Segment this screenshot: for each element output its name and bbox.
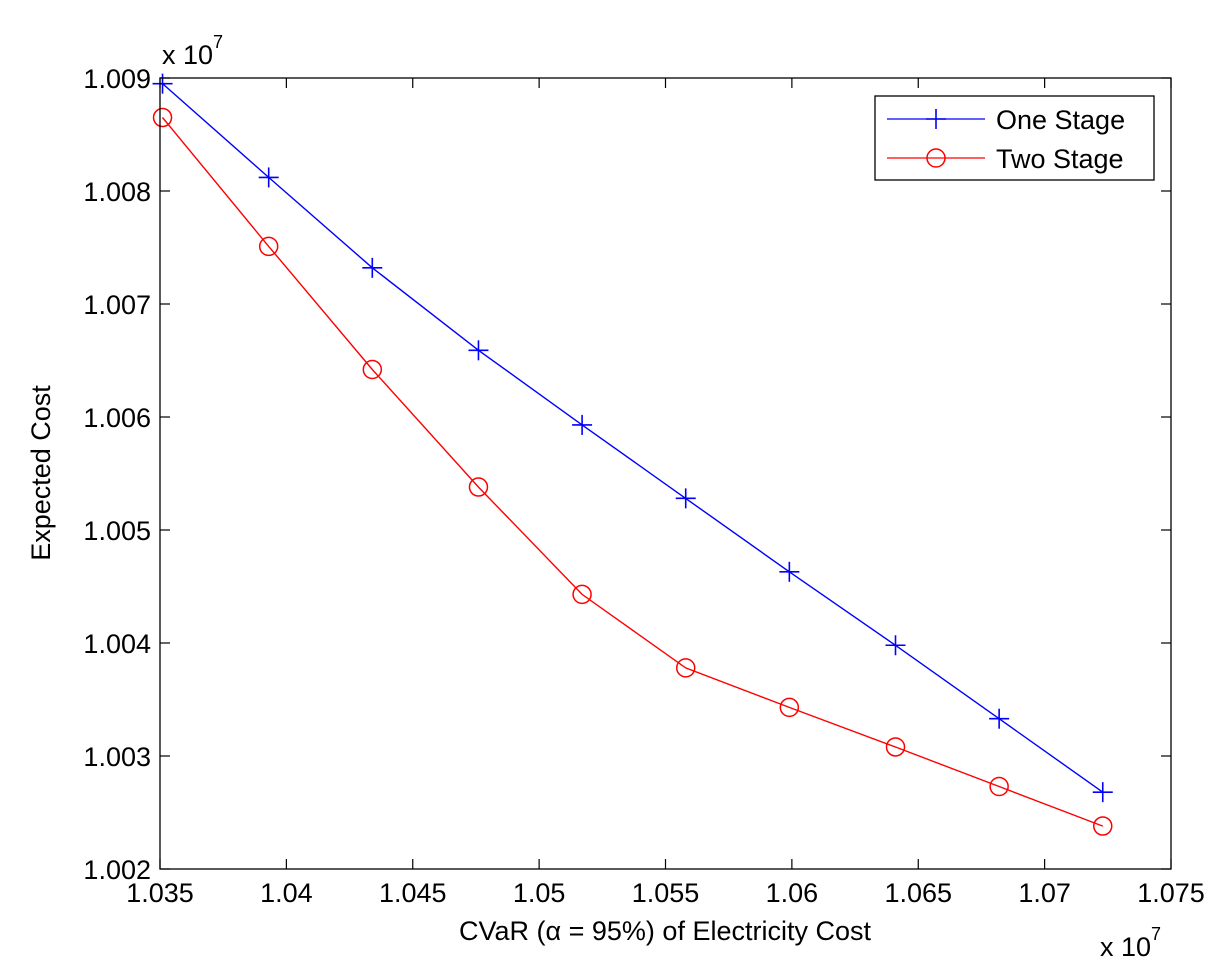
data-point-one-stage bbox=[779, 561, 800, 582]
x-tick-label: 1.07 bbox=[1018, 878, 1071, 908]
y-tick-label: 1.005 bbox=[83, 516, 151, 546]
data-point-two-stage bbox=[779, 697, 800, 718]
plot-area bbox=[160, 78, 1171, 869]
x-tick-label: 1.06 bbox=[766, 878, 819, 908]
legend-box bbox=[874, 95, 1155, 181]
x-tick-label: 1.045 bbox=[379, 878, 447, 908]
x-tick-label: 1.055 bbox=[632, 878, 700, 908]
y-multiplier: x 107 bbox=[162, 32, 223, 70]
data-point-two-stage bbox=[152, 107, 173, 128]
x-tick-label: 1.035 bbox=[126, 878, 194, 908]
data-point-one-stage bbox=[362, 257, 383, 278]
y-tick-label: 1.003 bbox=[83, 742, 151, 772]
y-tick-label: 1.009 bbox=[83, 64, 151, 94]
data-point-two-stage bbox=[885, 737, 906, 757]
data-point-two-stage bbox=[989, 776, 1009, 797]
data-point-two-stage bbox=[675, 658, 696, 678]
data-point-one-stage bbox=[1092, 782, 1113, 803]
data-point-one-stage bbox=[258, 167, 279, 188]
ticks-layer: 1.035 1.04 1.045 1.05 1.055 1.06 1.065 1.07 1.07… bbox=[83, 64, 1204, 908]
x-tick-label: 1.075 bbox=[1137, 878, 1205, 908]
data-point-two-stage bbox=[468, 477, 489, 497]
legend: One Stage Two Stage bbox=[874, 95, 1155, 181]
series-layer bbox=[152, 73, 1113, 836]
series-line-one-stage bbox=[162, 83, 1104, 793]
y-tick-label: 1.006 bbox=[83, 403, 151, 433]
data-point-two-stage bbox=[572, 584, 592, 605]
data-point-one-stage bbox=[989, 708, 1010, 729]
y-tick-label: 1.002 bbox=[83, 855, 151, 885]
y-tick-label: 1.007 bbox=[83, 290, 151, 320]
x-multiplier: x 107 bbox=[1100, 924, 1161, 962]
x-tick-label: 1.05 bbox=[513, 878, 566, 908]
x-tick-label: 1.04 bbox=[260, 878, 313, 908]
y-axis-label: Expected Cost bbox=[26, 385, 56, 561]
legend-label-one-stage: One Stage bbox=[996, 105, 1125, 135]
data-point-one-stage bbox=[152, 73, 173, 94]
data-point-one-stage bbox=[675, 488, 696, 509]
data-point-two-stage bbox=[362, 359, 383, 380]
data-point-one-stage bbox=[468, 340, 489, 361]
series-line-two-stage bbox=[161, 117, 1104, 827]
legend-label-two-stage: Two Stage bbox=[996, 144, 1124, 174]
data-point-one-stage bbox=[572, 414, 593, 435]
y-tick-label: 1.008 bbox=[83, 177, 151, 207]
x-tick-label: 1.065 bbox=[884, 878, 952, 908]
data-point-two-stage bbox=[258, 236, 279, 257]
y-tick-label: 1.004 bbox=[83, 629, 151, 659]
data-point-one-stage bbox=[885, 635, 906, 656]
legend-marker-two-stage bbox=[926, 148, 946, 168]
data-point-two-stage bbox=[1093, 816, 1113, 836]
x-axis-label: CVaR (α = 95%) of Electricity Cost bbox=[459, 916, 871, 946]
